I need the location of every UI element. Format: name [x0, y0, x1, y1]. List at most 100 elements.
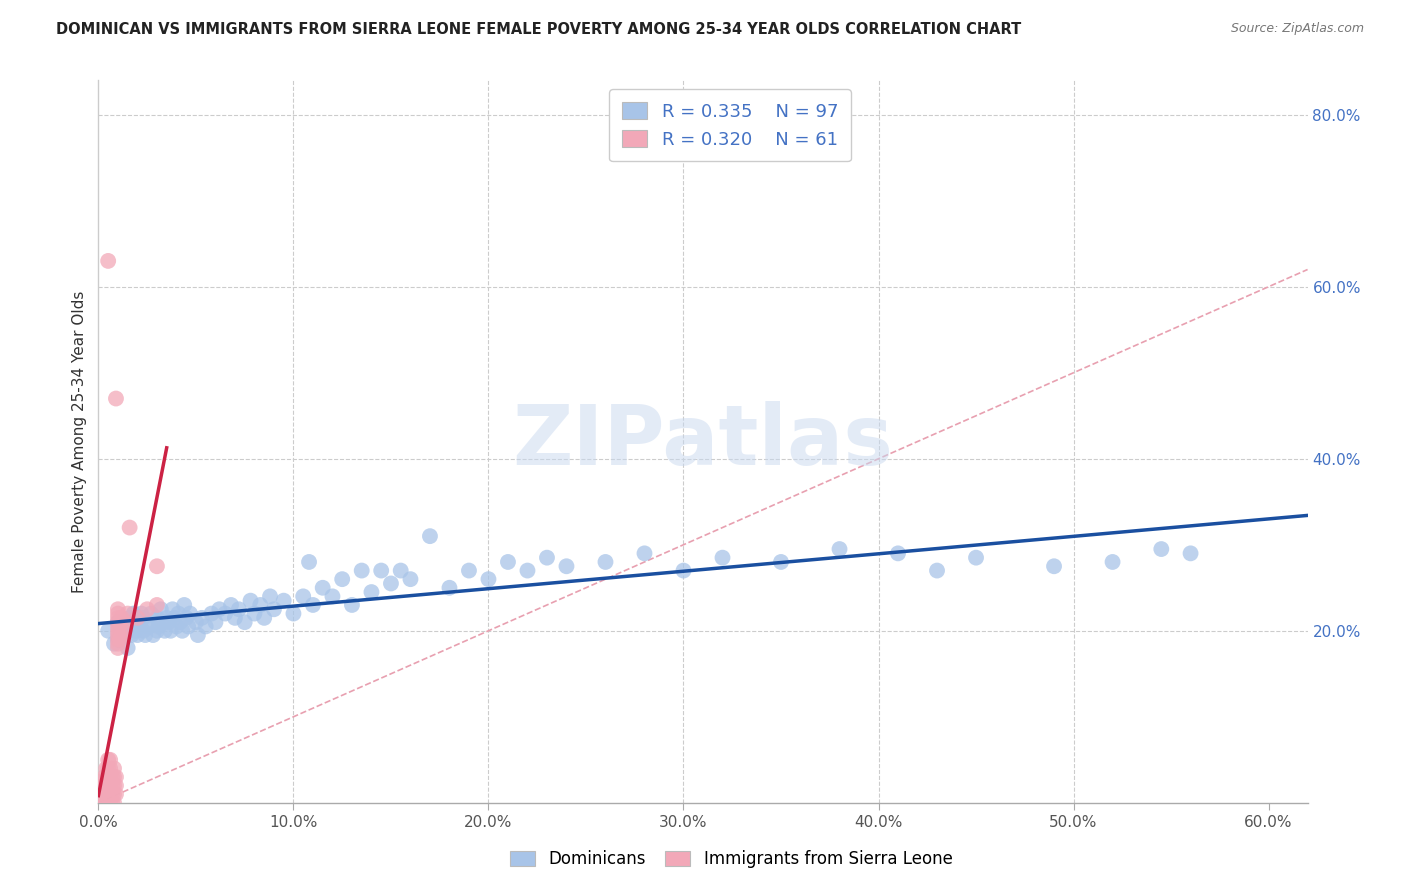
Point [107, 624, 129, 638]
Point [173, 598, 195, 612]
Point [89, 796, 111, 810]
Point [633, 546, 655, 560]
Point [87, 787, 110, 801]
Point [340, 598, 363, 612]
Point [200, 607, 222, 621]
Point [97, 253, 120, 268]
Point [97, 779, 120, 793]
Point [107, 628, 129, 642]
Point [419, 529, 441, 543]
Point [127, 628, 149, 642]
Point [122, 615, 145, 630]
Point [107, 637, 129, 651]
Point [165, 619, 187, 633]
Point [107, 602, 129, 616]
Point [117, 624, 139, 638]
Point [219, 598, 242, 612]
Point [108, 615, 131, 630]
Point [118, 611, 141, 625]
Point [887, 546, 910, 560]
Point [101, 787, 124, 801]
Point [96, 779, 118, 793]
Legend: Dominicans, Immigrants from Sierra Leone: Dominicans, Immigrants from Sierra Leone [503, 844, 959, 875]
Point [97, 761, 120, 775]
Point [91, 787, 114, 801]
Point [112, 615, 135, 630]
Point [249, 598, 271, 612]
Point [97, 770, 120, 784]
Point [312, 581, 335, 595]
Point [496, 555, 519, 569]
Point [96, 796, 118, 810]
Point [96, 787, 118, 801]
Point [91, 774, 114, 789]
Legend: R = 0.335    N = 97, R = 0.320    N = 61: R = 0.335 N = 97, R = 0.320 N = 61 [609, 89, 851, 161]
Point [107, 632, 129, 647]
Point [711, 550, 734, 565]
Point [97, 753, 120, 767]
Point [93, 796, 115, 810]
Text: ZIPatlas: ZIPatlas [513, 401, 893, 482]
Point [142, 628, 165, 642]
Point [98, 779, 121, 793]
Point [187, 628, 209, 642]
Point [112, 624, 135, 638]
Point [103, 796, 125, 810]
Point [96, 761, 118, 775]
Point [194, 619, 217, 633]
Point [828, 542, 851, 557]
Point [97, 624, 120, 638]
Point [103, 787, 125, 801]
Point [111, 628, 134, 642]
Point [228, 602, 250, 616]
Point [136, 615, 159, 630]
Point [127, 611, 149, 625]
Point [118, 520, 141, 534]
Point [98, 761, 121, 775]
Point [350, 564, 373, 578]
Point [108, 632, 131, 647]
Point [98, 796, 121, 810]
Point [239, 593, 262, 607]
Point [233, 615, 256, 630]
Point [298, 555, 321, 569]
Point [169, 615, 191, 630]
Point [91, 796, 114, 810]
Point [103, 770, 125, 784]
Point [93, 787, 115, 801]
Point [330, 572, 353, 586]
Point [672, 564, 695, 578]
Point [97, 787, 120, 801]
Point [360, 585, 382, 599]
Point [117, 607, 139, 621]
Text: DOMINICAN VS IMMIGRANTS FROM SIERRA LEONE FEMALE POVERTY AMONG 25-34 YEAR OLDS C: DOMINICAN VS IMMIGRANTS FROM SIERRA LEON… [56, 22, 1022, 37]
Point [399, 572, 422, 586]
Point [98, 770, 121, 784]
Point [214, 607, 236, 621]
Point [1101, 555, 1123, 569]
Point [146, 624, 169, 638]
Point [97, 796, 120, 810]
Point [104, 392, 127, 406]
Point [128, 619, 150, 633]
Point [132, 611, 155, 625]
Point [104, 787, 127, 801]
Point [157, 615, 180, 630]
Point [104, 770, 127, 784]
Point [103, 779, 125, 793]
Point [146, 559, 169, 574]
Point [134, 628, 156, 642]
Point [283, 607, 305, 621]
Point [138, 619, 160, 633]
Point [146, 611, 169, 625]
Point [292, 590, 315, 604]
Point [224, 611, 246, 625]
Point [152, 615, 174, 630]
Point [101, 779, 124, 793]
Point [163, 611, 186, 625]
Point [516, 564, 538, 578]
Point [177, 619, 200, 633]
Point [101, 796, 124, 810]
Point [208, 602, 231, 616]
Point [107, 607, 129, 621]
